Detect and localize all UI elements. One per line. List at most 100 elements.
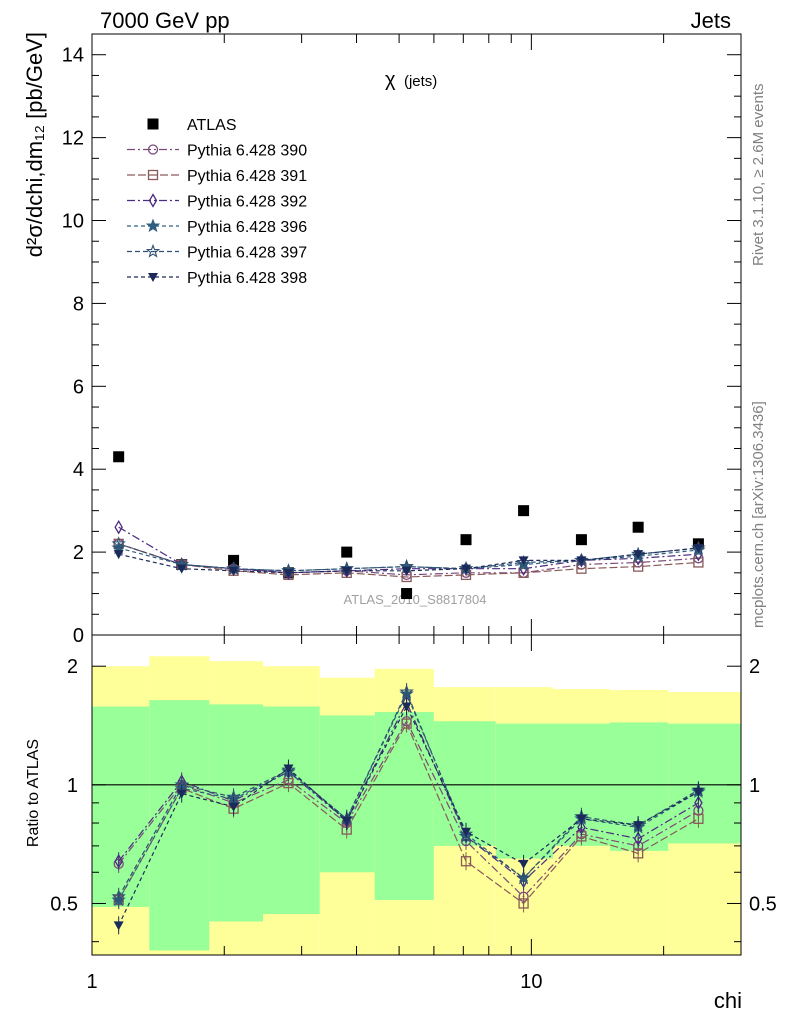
main-point-s0-7 [518,505,530,517]
ratio-point-s5-3 [283,764,294,774]
ratio-point-s1-5 [401,718,412,729]
main-point-s6-9 [633,550,644,560]
main-point-s6-4 [341,566,352,576]
main-point-s0-6 [460,534,472,546]
ratio-point-s4-7 [516,870,531,885]
legend-marker-2 [147,169,159,181]
main-point-s0-0 [113,451,125,463]
ratio-ytick-label-right-2: 2 [749,656,760,678]
ratio-ytick-label-left-2: 2 [67,656,78,678]
main-ytick-label-8: 8 [73,293,84,315]
main-point-s0-4 [341,546,353,558]
main-point-s2-9 [633,561,644,572]
ratio-point-s2-10 [694,795,703,811]
ratio-point-s5-2 [228,802,239,812]
main-point-s6-0 [113,550,124,560]
ratio-ytick-label-right-0.5: 0.5 [749,893,777,915]
main-ytick-label-14: 14 [62,45,84,67]
legend-marker-4 [145,218,161,233]
main-point-s3-0 [114,519,123,535]
main-point-s6-8 [576,556,587,566]
green-band-9 [610,722,669,851]
ratio-point-s2-9 [633,831,643,846]
ratio-point-s5-1 [176,789,187,799]
mcplots-label: mcplots.cern.ch [arXiv:1306.3436] [750,401,767,628]
green-band-5 [374,712,434,901]
legend-label-1: Pythia 6.428 390 [187,143,307,160]
legend-label-2: Pythia 6.428 391 [187,168,307,185]
ratio-point-s4-5 [399,684,414,699]
main-point-s5-0 [111,536,126,550]
main-point-s6-10 [693,543,704,553]
legend-label-3: Pythia 6.428 392 [187,194,307,211]
green-band-10 [668,723,741,844]
ratio-point-s5-10 [693,787,704,797]
legend-label-5: Pythia 6.428 397 [187,245,307,262]
ratio-point-s1-10 [693,813,704,824]
ratio-line-series-5 [118,705,699,926]
x-tick-label-10: 10 [520,971,542,993]
header-right: Jets [691,8,731,33]
legend-marker-6 [148,273,158,282]
legend-marker-1 [147,144,159,155]
main-ytick-label-0: 0 [73,625,84,647]
x-tick-label-1: 1 [86,971,97,993]
main-point-s6-6 [461,564,472,574]
green-band-0 [92,706,150,907]
main-point-s0-8 [575,534,587,546]
ratio-point-s4-0 [111,889,126,903]
green-band-7 [495,723,553,859]
ratio-point-s5-6 [461,827,472,837]
legend-marker-5 [145,243,161,258]
main-point-s6-2 [228,566,239,576]
main-line-series-2 [118,543,699,578]
ratio-point-s5-8 [576,814,587,824]
ratio-ytick-label-left-0.5: 0.5 [50,893,78,915]
green-band-4 [319,715,375,873]
main-ytick-label-10: 10 [62,211,84,233]
rivet-label: Rivet 3.1.10, ≥ 2.6M events [750,84,767,267]
legend-marker-3 [148,193,158,208]
ratio-point-s5-9 [633,821,644,831]
ratio-point-s5-0 [113,921,124,931]
ratio-point-s2-8 [577,820,586,835]
ratio-point-s1-7 [518,898,529,909]
main-point-s6-5 [401,566,412,576]
ratio-point-s5-5 [401,702,412,712]
main-point-s6-1 [176,564,187,574]
main-point-s0-2 [228,554,240,566]
main-ytick-label-12: 12 [62,128,84,150]
header-left: 7000 GeV pp [100,8,230,33]
legend-label-4: Pythia 6.428 396 [187,219,307,236]
main-point-s2-7 [518,567,529,578]
main-point-s6-3 [283,568,294,578]
main-point-s0-9 [632,521,644,533]
green-band-3 [262,706,320,915]
ratio-point-s5-7 [518,859,529,869]
main-y-axis-label: d²σ/dchi,dm₁₂ [pb/GeV] [22,32,47,257]
main-ytick-label-6: 6 [73,376,84,398]
legend-label-6: Pythia 6.428 398 [187,270,307,287]
plot-title: χ (jets) [385,69,437,91]
ratio-point-s5-4 [341,816,352,826]
ratio-ytick-label-right-1: 1 [749,775,760,797]
x-axis-label: chi [714,988,742,1013]
main-point-s6-7 [518,556,529,566]
ratio-point-s1-6 [460,856,472,867]
legend-marker-0 [147,118,159,130]
ratio-frame [91,634,742,956]
ratio-y-axis-label: Ratio to ATLAS [25,739,42,847]
main-ytick-label-4: 4 [73,459,84,481]
analysis-watermark: ATLAS_2010_S8817804 [344,592,487,607]
plot-title-sub: (jets) [404,73,437,90]
main-ytick-label-2: 2 [73,542,84,564]
legend-label-0: ATLAS [187,117,237,134]
plot-title-symbol: χ [385,69,396,91]
main-point-s0-5 [401,588,413,600]
ratio-ytick-label-left-1: 1 [67,775,78,797]
ratio-point-s1-9 [633,848,644,859]
ratio-point-s2-0 [114,853,123,869]
main-point-s2-10 [693,557,704,568]
main-line-series-5 [118,543,699,572]
